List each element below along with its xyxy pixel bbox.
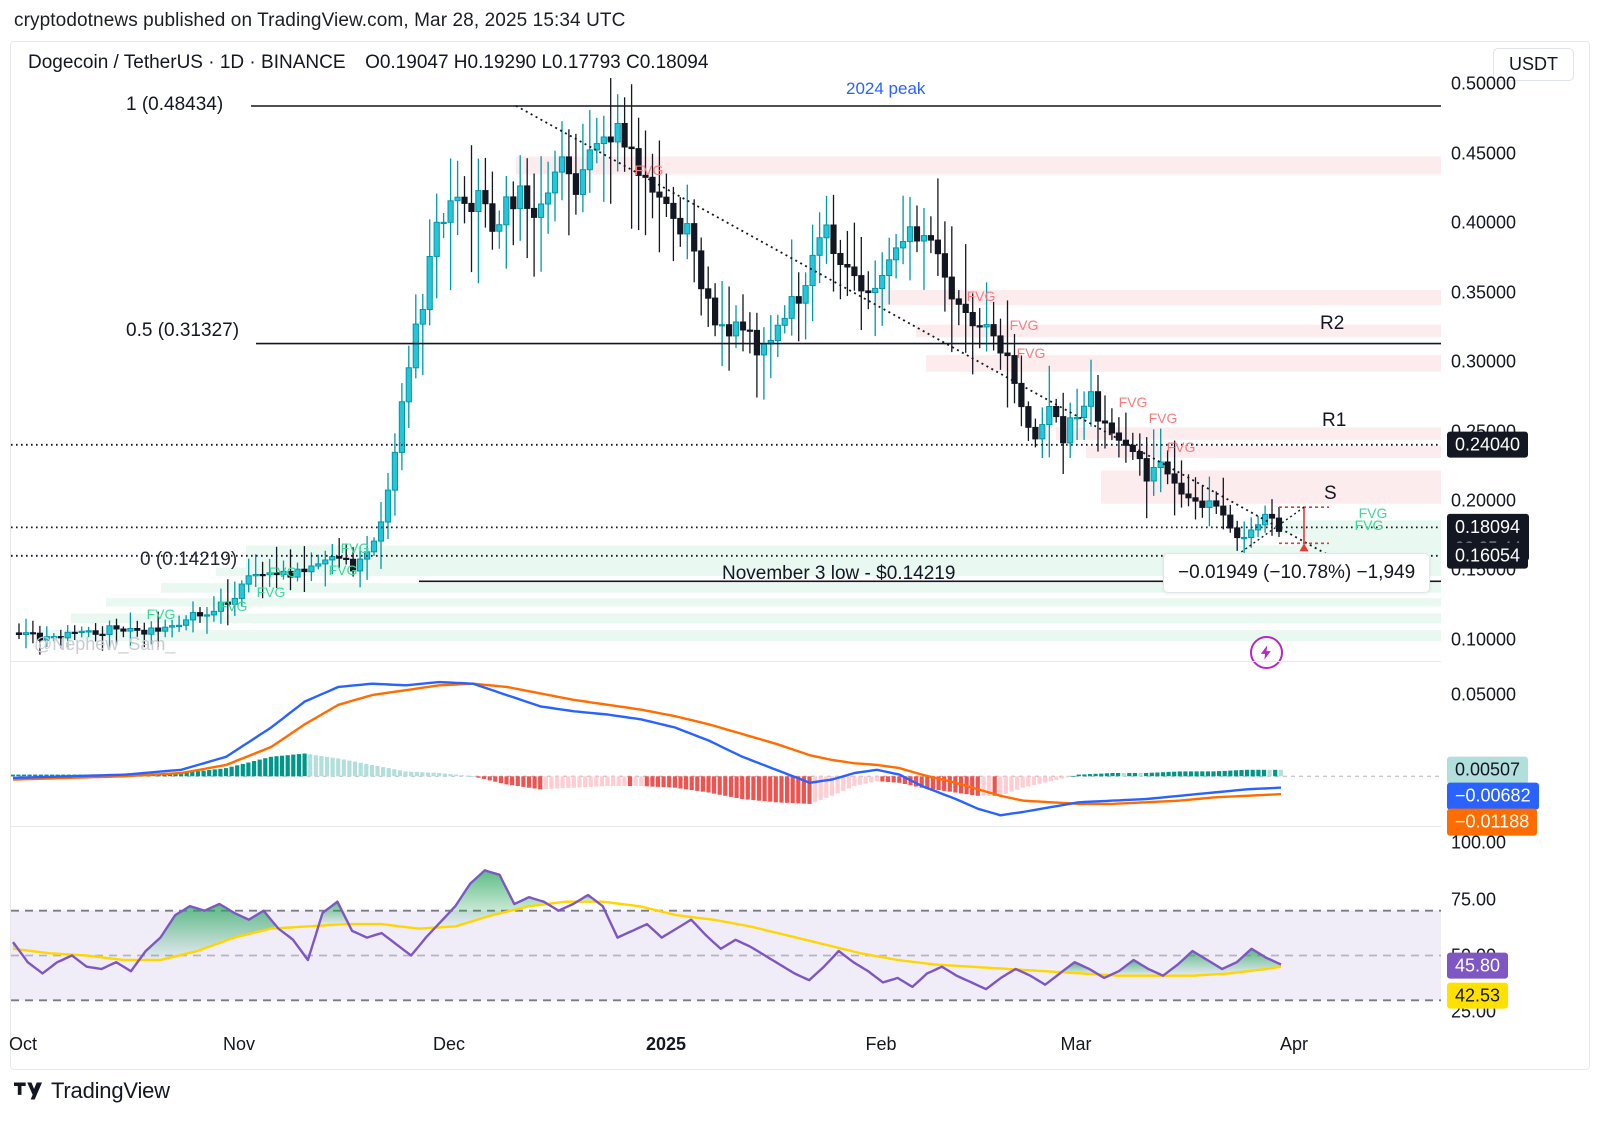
- fvg-label-bullish-6: FVG: [218, 598, 248, 614]
- fvg-label-bearish-5: FVG: [1148, 410, 1178, 426]
- november-low-label: November 3 low - $0.14219: [722, 563, 956, 584]
- rsi-tick-75.00: 75.00: [1451, 889, 1497, 909]
- fvg-label-bullish-5: FVG: [256, 584, 286, 600]
- tradingview-wordmark: TradingView: [51, 1078, 170, 1103]
- time-tick-2025: 2025: [645, 1034, 687, 1054]
- fvg-label-bullish-7: FVG: [146, 606, 176, 622]
- last-price-tag-value: 0.18094: [1455, 517, 1521, 538]
- time-axis[interactable]: Oct Nov Dec 2025 Feb Mar Apr: [8, 1028, 1441, 1068]
- macd-signal-tag[interactable]: −0.01188: [1447, 808, 1538, 836]
- price-tag-r1[interactable]: 0.24040: [1447, 431, 1529, 459]
- rsi-ma-value-tag[interactable]: 42.53: [1447, 982, 1509, 1009]
- fvg-label-bearish-2: FVG: [1009, 317, 1039, 333]
- time-tick-Feb: Feb: [865, 1034, 897, 1054]
- price-tick-0.10000: 0.10000: [1451, 629, 1517, 650]
- macd-hist-tag[interactable]: 0.00507: [1447, 756, 1529, 784]
- level-label-s: S: [1324, 483, 1337, 504]
- price-pane[interactable]: FVG FVG FVG FVG FVG FVG FVG FVG FVG FVG FVG FVG FVG F…: [11, 78, 1441, 660]
- chart-legend: Dogecoin / TetherUS · 1D · BINANCE O0.19…: [28, 52, 708, 74]
- fvg-label-bearish-0: FVG: [634, 162, 664, 178]
- price-chart-svg: [11, 78, 1441, 655]
- rsi-ma-value-tag-value: 42.53: [1455, 985, 1501, 1006]
- price-tag-r1-value: 0.24040: [1455, 434, 1521, 455]
- fvg-label-bullish-3: FVG: [328, 562, 358, 578]
- time-tick-Oct: Oct: [8, 1034, 38, 1054]
- author-watermark: @Nephew_Sam_: [34, 634, 176, 654]
- price-tick-0.50000: 0.50000: [1451, 73, 1517, 94]
- price-tick-0.45000: 0.45000: [1451, 143, 1517, 164]
- pane-divider-2: [11, 826, 1441, 827]
- flash-icon[interactable]: [1250, 636, 1283, 669]
- fvg-label-bearish-6: FVG: [1166, 439, 1196, 455]
- measurement-tooltip: −0.01949 (−10.78%) −1,949: [1163, 553, 1431, 593]
- fvg-label-bearish-1: FVG: [966, 288, 996, 304]
- rsi-tick-100.00: 100.00: [1451, 832, 1507, 853]
- macd-line-tag-value: −0.00682: [1455, 785, 1531, 806]
- fvg-label-bullish-1: FVG: [1354, 517, 1384, 533]
- time-tick-Mar: Mar: [1060, 1034, 1092, 1054]
- fvg-label-bearish-3: FVG: [1016, 345, 1046, 361]
- peak-label: 2024 peak: [846, 79, 926, 98]
- tradingview-footer[interactable]: TradingView: [14, 1078, 170, 1104]
- price-tick-0.35000: 0.35000: [1451, 282, 1517, 303]
- price-tick-0.30000: 0.30000: [1451, 351, 1517, 372]
- macd-tick-0.05000: 0.05000: [1451, 684, 1517, 705]
- tradingview-logo: [14, 1082, 42, 1100]
- rsi-chart-svg: [11, 869, 1441, 1002]
- level-label-r1: R1: [1322, 410, 1347, 431]
- ohlc-values: O0.19047 H0.19290 L0.17793 C0.18094: [365, 52, 709, 73]
- fib-level-1-label: 1 (0.48434): [126, 94, 224, 115]
- macd-chart-svg: [11, 680, 1441, 817]
- macd-line-tag[interactable]: −0.00682: [1447, 782, 1539, 810]
- macd-signal-tag-value: −0.01188: [1455, 811, 1530, 832]
- level-label-r2: R2: [1320, 313, 1345, 334]
- symbol-label: Dogecoin / TetherUS · 1D · BINANCE: [28, 52, 346, 73]
- fvg-label-bullish-4: FVG: [268, 564, 298, 580]
- currency-chip[interactable]: USDT: [1493, 48, 1574, 81]
- macd-hist-tag-value: 0.00507: [1455, 759, 1521, 780]
- macd-axis[interactable]: 0.05000 0.00507 −0.00682 −0.01188: [1443, 665, 1590, 836]
- price-tick-0.40000: 0.40000: [1451, 212, 1517, 233]
- rsi-value-tag[interactable]: 45.80: [1447, 952, 1509, 979]
- fvg-label-bearish-4: FVG: [1118, 394, 1148, 410]
- fvg-label-bullish-2: FVG: [340, 540, 370, 556]
- time-tick-Nov: Nov: [222, 1034, 256, 1054]
- time-tick-Dec: Dec: [432, 1034, 466, 1054]
- publication-line: cryptodotnews published on TradingView.c…: [14, 10, 626, 31]
- price-tick-0.20000: 0.20000: [1451, 490, 1517, 511]
- price-tag-support-value: 0.16054: [1455, 545, 1521, 566]
- pane-divider-1: [11, 661, 1441, 662]
- flash-glyph: [1260, 645, 1271, 660]
- price-tag-support[interactable]: 0.16054: [1447, 542, 1529, 570]
- time-tick-Apr: Apr: [1279, 1034, 1309, 1054]
- price-axis[interactable]: 0.500000.450000.400000.350000.300000.250…: [1443, 74, 1590, 660]
- fib-level-0-label: 0 (0.14219): [140, 549, 238, 570]
- macd-pane[interactable]: [11, 665, 1441, 825]
- fvg-label-bullish-0: FVG: [1358, 505, 1388, 521]
- rsi-value-tag-value: 45.80: [1455, 955, 1501, 976]
- fib-level-05-label: 0.5 (0.31327): [126, 320, 240, 341]
- rsi-pane[interactable]: [11, 830, 1441, 1025]
